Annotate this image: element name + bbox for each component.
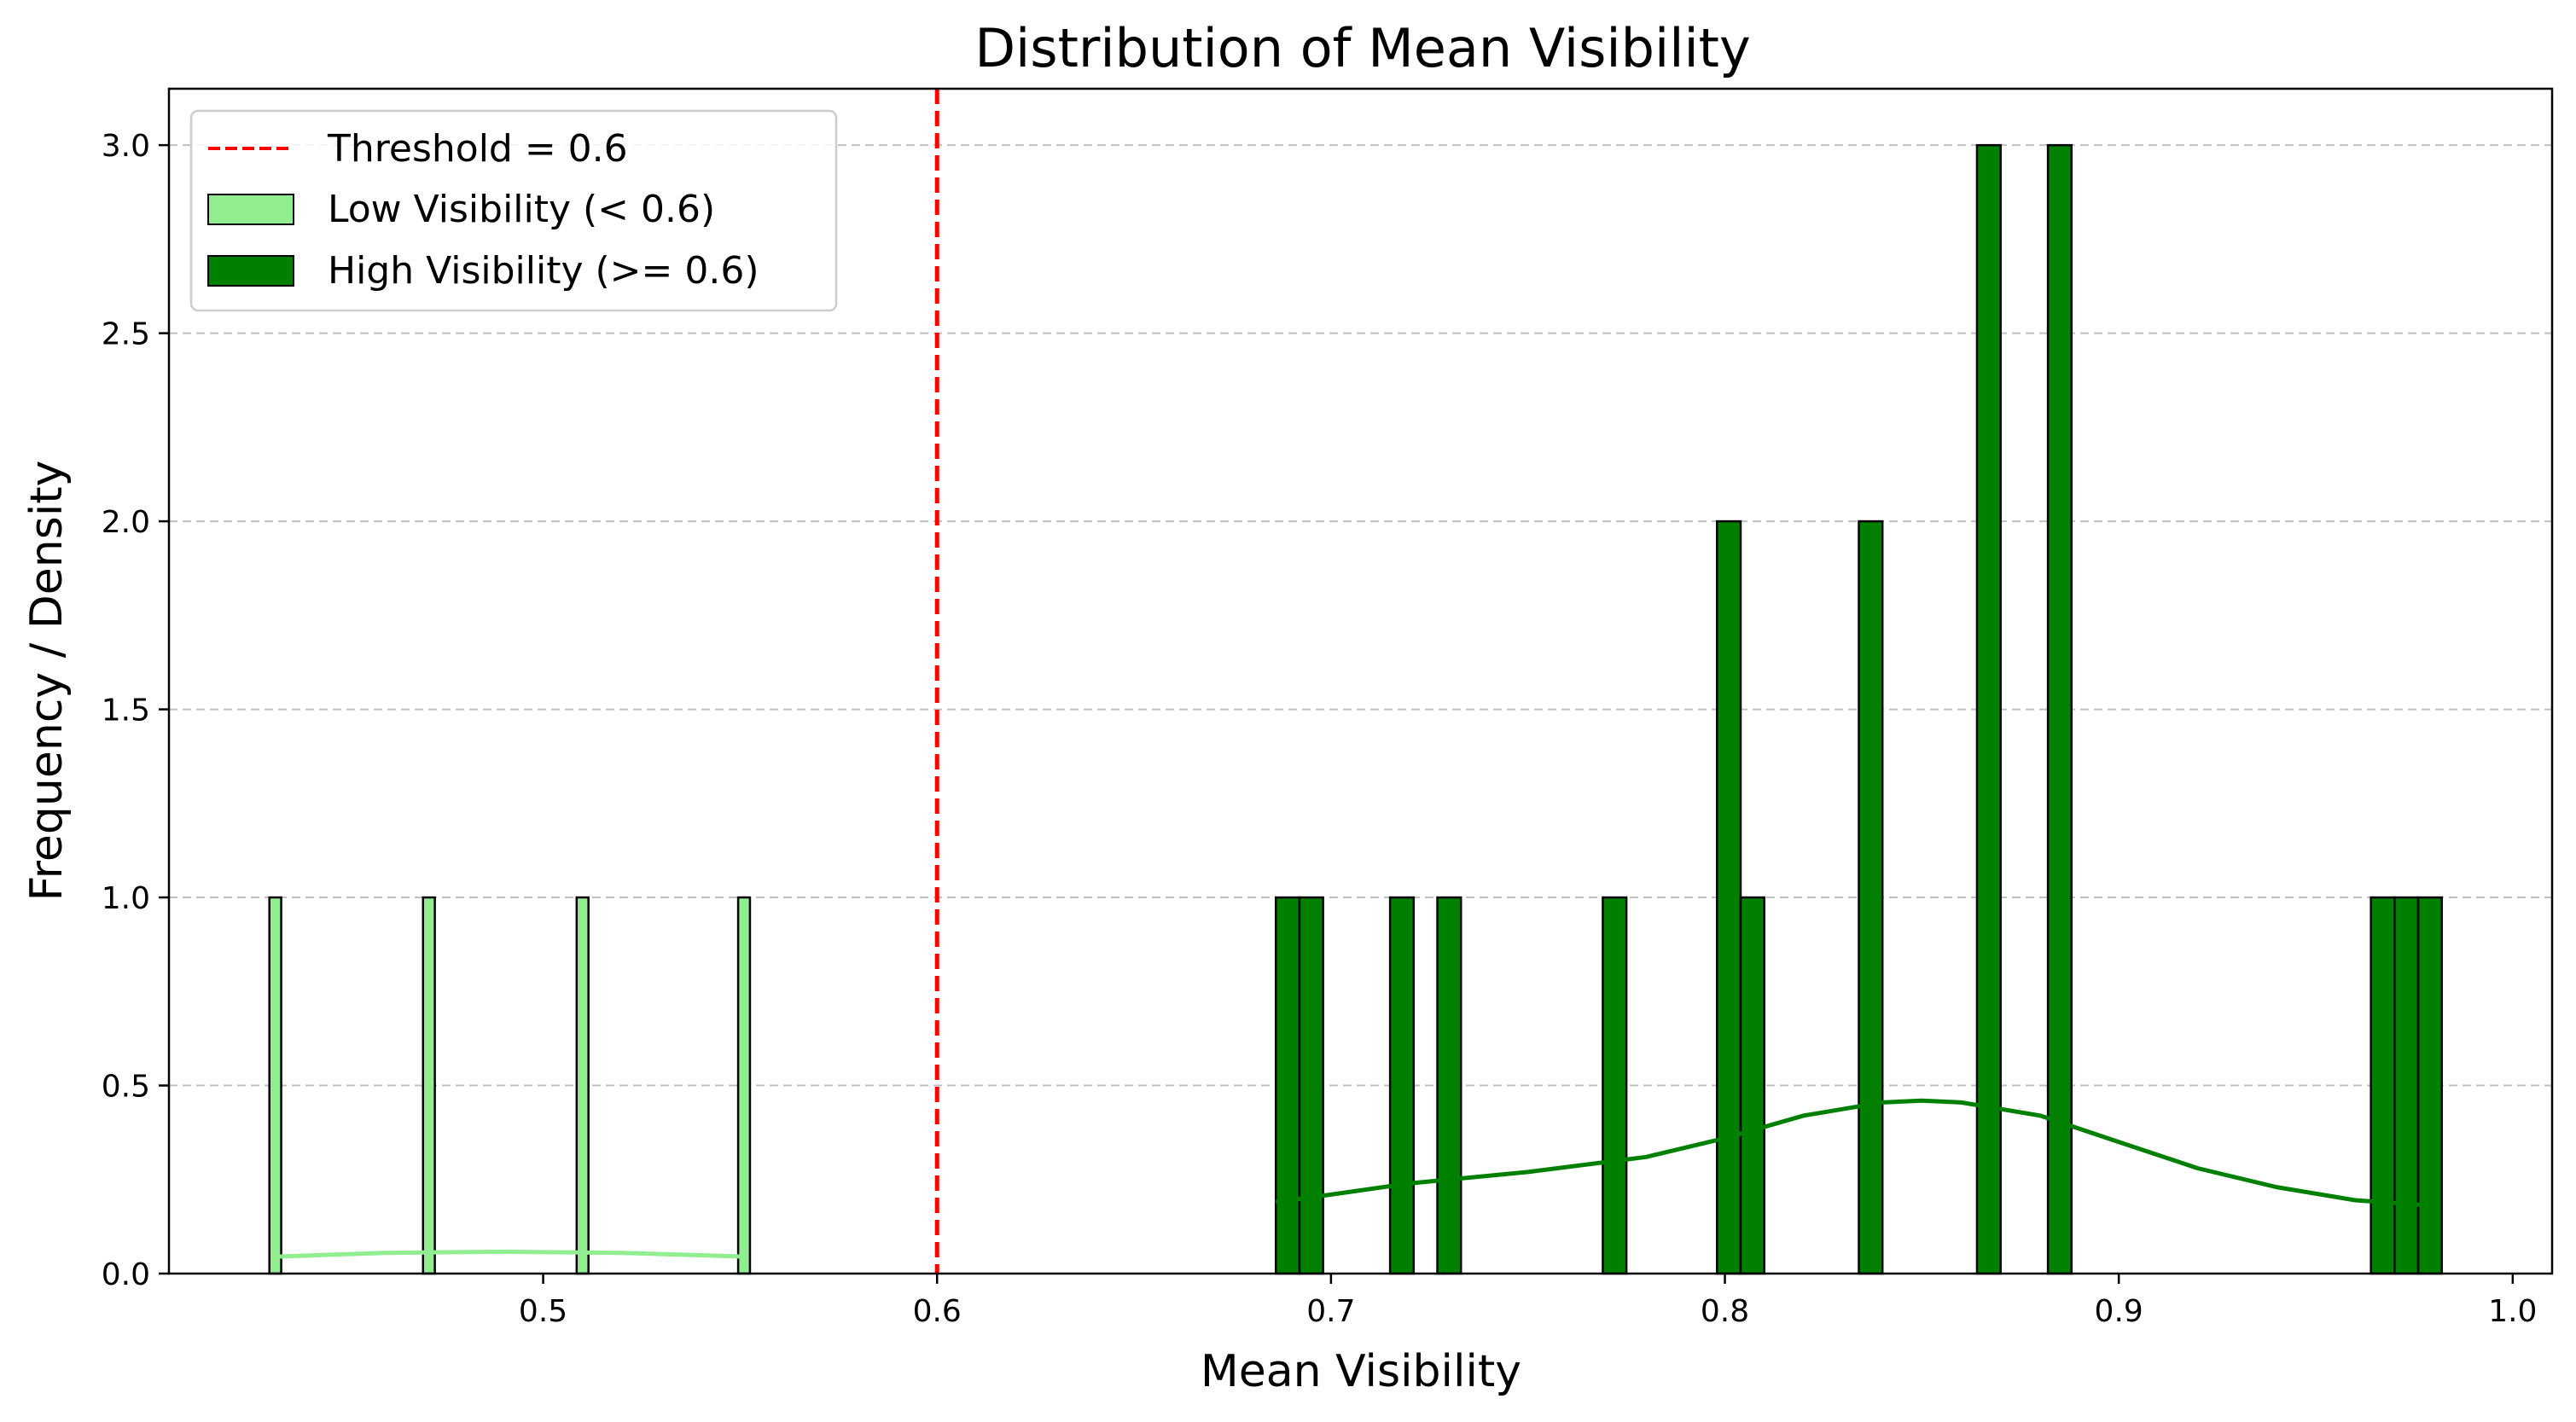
y-tick-label: 1.5 [102, 694, 150, 728]
density-curves [275, 1098, 2434, 1259]
high-visibility-bar [1975, 143, 2002, 1275]
high-visibility-bar [1298, 896, 1324, 1275]
y-axis-label: Frequency / Density [21, 461, 73, 902]
high-visibility-bar [2046, 143, 2073, 1275]
y-tick-label: 0.5 [102, 1070, 150, 1105]
y-tick-label: 0.0 [102, 1257, 150, 1292]
x-tick-label: 0.8 [1701, 1294, 1749, 1329]
y-tick-label: 3.0 [102, 129, 150, 164]
y-tick-label: 2.0 [102, 505, 150, 540]
high-visibility-kde-line [1275, 1098, 2434, 1209]
x-tick-label: 0.9 [2095, 1294, 2143, 1329]
legend-high-label: High Visibility (>= 0.6) [328, 249, 759, 293]
legend-high-swatch [207, 255, 294, 287]
histogram-bars [268, 143, 2443, 1275]
x-tick-label: 0.5 [519, 1294, 567, 1329]
high-visibility-bar [1388, 896, 1416, 1275]
plot-area-frame [167, 87, 2554, 1275]
chart-title: Distribution of Mean Visibility [974, 17, 1750, 79]
high-visibility-bar [2393, 896, 2420, 1275]
x-tick-label: 0.7 [1306, 1294, 1355, 1329]
high-visibility-bar [1602, 896, 1628, 1275]
x-tick-label: 1.0 [2488, 1294, 2537, 1329]
x-axis-label: Mean Visibility [1201, 1346, 1521, 1397]
low-visibility-kde-line [275, 1249, 748, 1259]
low-visibility-bar [422, 896, 436, 1275]
low-visibility-bar [575, 896, 590, 1275]
high-visibility-bar [1739, 896, 1765, 1275]
high-visibility-bar [1716, 519, 1742, 1275]
x-axis-ticks: 0.5 0.6 0.7 0.8 0.9 1.0 [519, 1274, 2537, 1329]
legend-box [189, 109, 838, 312]
y-tick-label: 2.5 [102, 317, 150, 352]
high-visibility-bar [1858, 519, 1884, 1275]
high-visibility-bar [2370, 896, 2396, 1275]
legend-low-label: Low Visibility (< 0.6) [328, 188, 715, 231]
y-axis-ticks: 0.0 0.5 1.0 1.5 2.0 2.5 3.0 [102, 129, 169, 1292]
y-tick-label: 1.0 [102, 881, 150, 916]
high-visibility-bar [1436, 896, 1462, 1275]
legend-threshold-label: Threshold = 0.6 [327, 127, 628, 171]
legend-low-swatch [207, 194, 294, 225]
low-visibility-bar [736, 896, 752, 1275]
high-visibility-bar [2416, 896, 2443, 1275]
x-tick-label: 0.6 [913, 1294, 962, 1329]
low-visibility-bar [268, 896, 282, 1275]
legend: Threshold = 0.6 Low Visibility (< 0.6) H… [189, 109, 838, 312]
high-visibility-bar [1274, 896, 1301, 1275]
